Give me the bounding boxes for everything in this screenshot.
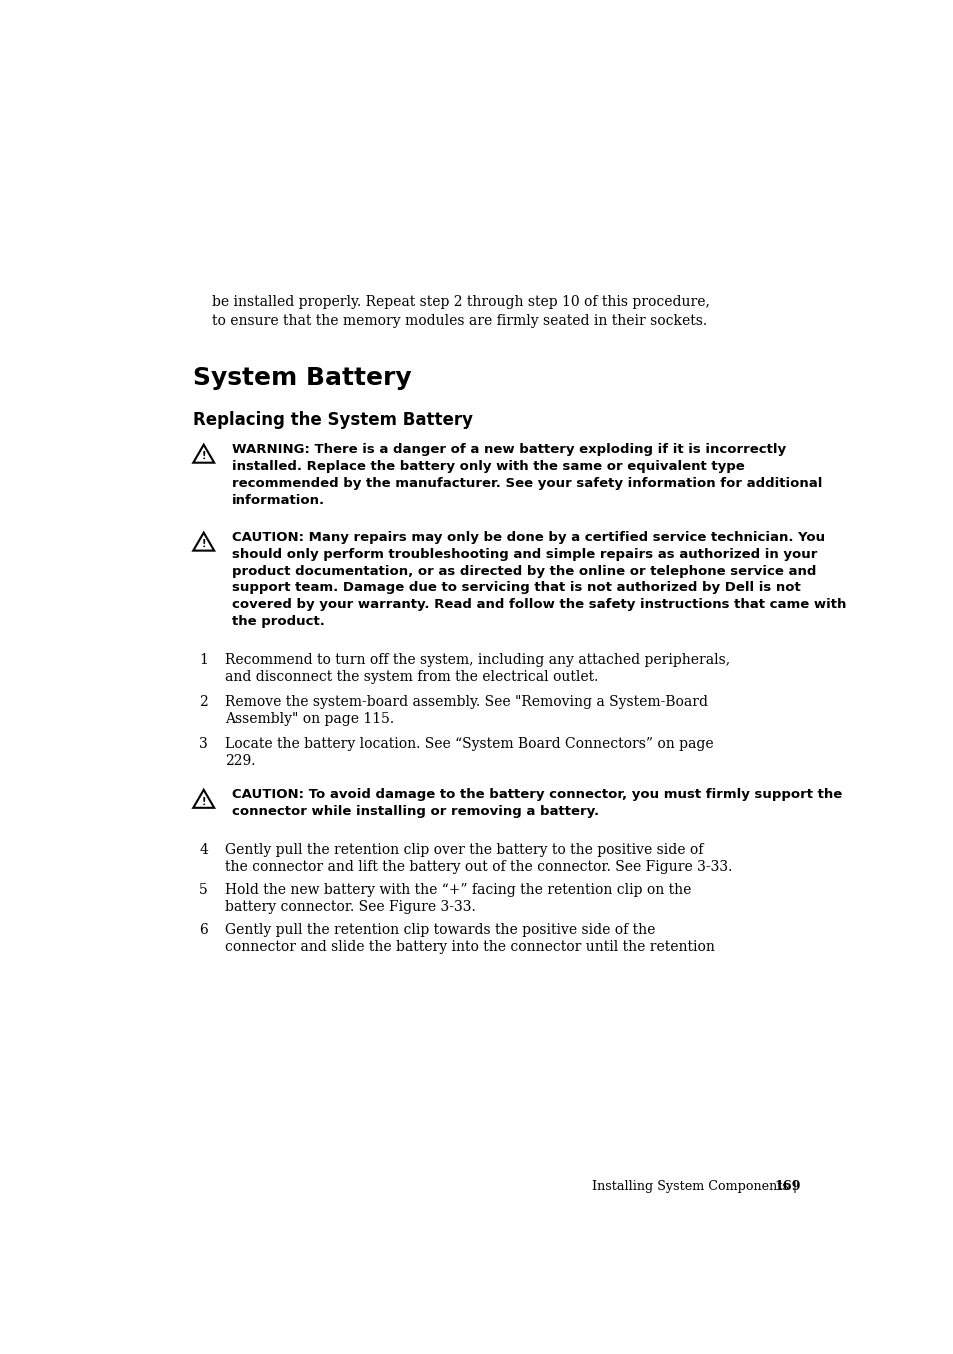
Text: !: ! (201, 451, 206, 462)
Text: Installing System Components |: Installing System Components | (592, 1181, 801, 1193)
Text: System Battery: System Battery (193, 366, 411, 390)
Text: the connector and lift the battery out of the connector. See Figure 3-33.: the connector and lift the battery out o… (225, 860, 732, 873)
Text: 1: 1 (199, 654, 208, 668)
Text: Gently pull the retention clip over the battery to the positive side of: Gently pull the retention clip over the … (225, 842, 703, 857)
Text: should only perform troubleshooting and simple repairs as authorized in your: should only perform troubleshooting and … (232, 548, 816, 561)
Text: CAUTION: To avoid damage to the battery connector, you must firmly support the: CAUTION: To avoid damage to the battery … (232, 788, 841, 802)
Text: connector while installing or removing a battery.: connector while installing or removing a… (232, 806, 598, 818)
Text: 2: 2 (199, 695, 208, 709)
Text: Recommend to turn off the system, including any attached peripherals,: Recommend to turn off the system, includ… (225, 654, 730, 668)
Text: !: ! (201, 539, 206, 550)
Text: connector and slide the battery into the connector until the retention: connector and slide the battery into the… (225, 941, 715, 955)
Text: 6: 6 (199, 923, 208, 937)
Text: 169: 169 (774, 1181, 801, 1193)
Text: 3: 3 (199, 737, 208, 751)
Text: Gently pull the retention clip towards the positive side of the: Gently pull the retention clip towards t… (225, 923, 655, 937)
Text: Hold the new battery with the “+” facing the retention clip on the: Hold the new battery with the “+” facing… (225, 883, 691, 896)
Text: Remove the system-board assembly. See "Removing a System-Board: Remove the system-board assembly. See "R… (225, 695, 708, 709)
Text: 229.: 229. (225, 754, 255, 768)
Text: !: ! (201, 796, 206, 807)
Text: 5: 5 (199, 883, 208, 896)
Text: product documentation, or as directed by the online or telephone service and: product documentation, or as directed by… (232, 565, 815, 578)
Text: Assembly" on page 115.: Assembly" on page 115. (225, 712, 395, 726)
Text: be installed properly. Repeat step 2 through step 10 of this procedure,: be installed properly. Repeat step 2 thr… (212, 295, 709, 309)
Text: and disconnect the system from the electrical outlet.: and disconnect the system from the elect… (225, 670, 598, 685)
Text: the product.: the product. (232, 615, 324, 628)
Text: battery connector. See Figure 3-33.: battery connector. See Figure 3-33. (225, 900, 476, 914)
Text: Replacing the System Battery: Replacing the System Battery (193, 410, 473, 429)
Text: 4: 4 (199, 842, 208, 857)
Text: recommended by the manufacturer. See your safety information for additional: recommended by the manufacturer. See you… (232, 477, 821, 490)
Text: information.: information. (232, 493, 324, 506)
Text: support team. Damage due to servicing that is not authorized by Dell is not: support team. Damage due to servicing th… (232, 581, 800, 594)
Text: to ensure that the memory modules are firmly seated in their sockets.: to ensure that the memory modules are fi… (212, 314, 706, 328)
Text: installed. Replace the battery only with the same or equivalent type: installed. Replace the battery only with… (232, 460, 743, 473)
Text: Locate the battery location. See “System Board Connectors” on page: Locate the battery location. See “System… (225, 737, 713, 751)
Text: covered by your warranty. Read and follow the safety instructions that came with: covered by your warranty. Read and follo… (232, 598, 845, 611)
Text: WARNING: There is a danger of a new battery exploding if it is incorrectly: WARNING: There is a danger of a new batt… (232, 443, 785, 456)
Text: CAUTION: Many repairs may only be done by a certified service technician. You: CAUTION: Many repairs may only be done b… (232, 531, 824, 544)
